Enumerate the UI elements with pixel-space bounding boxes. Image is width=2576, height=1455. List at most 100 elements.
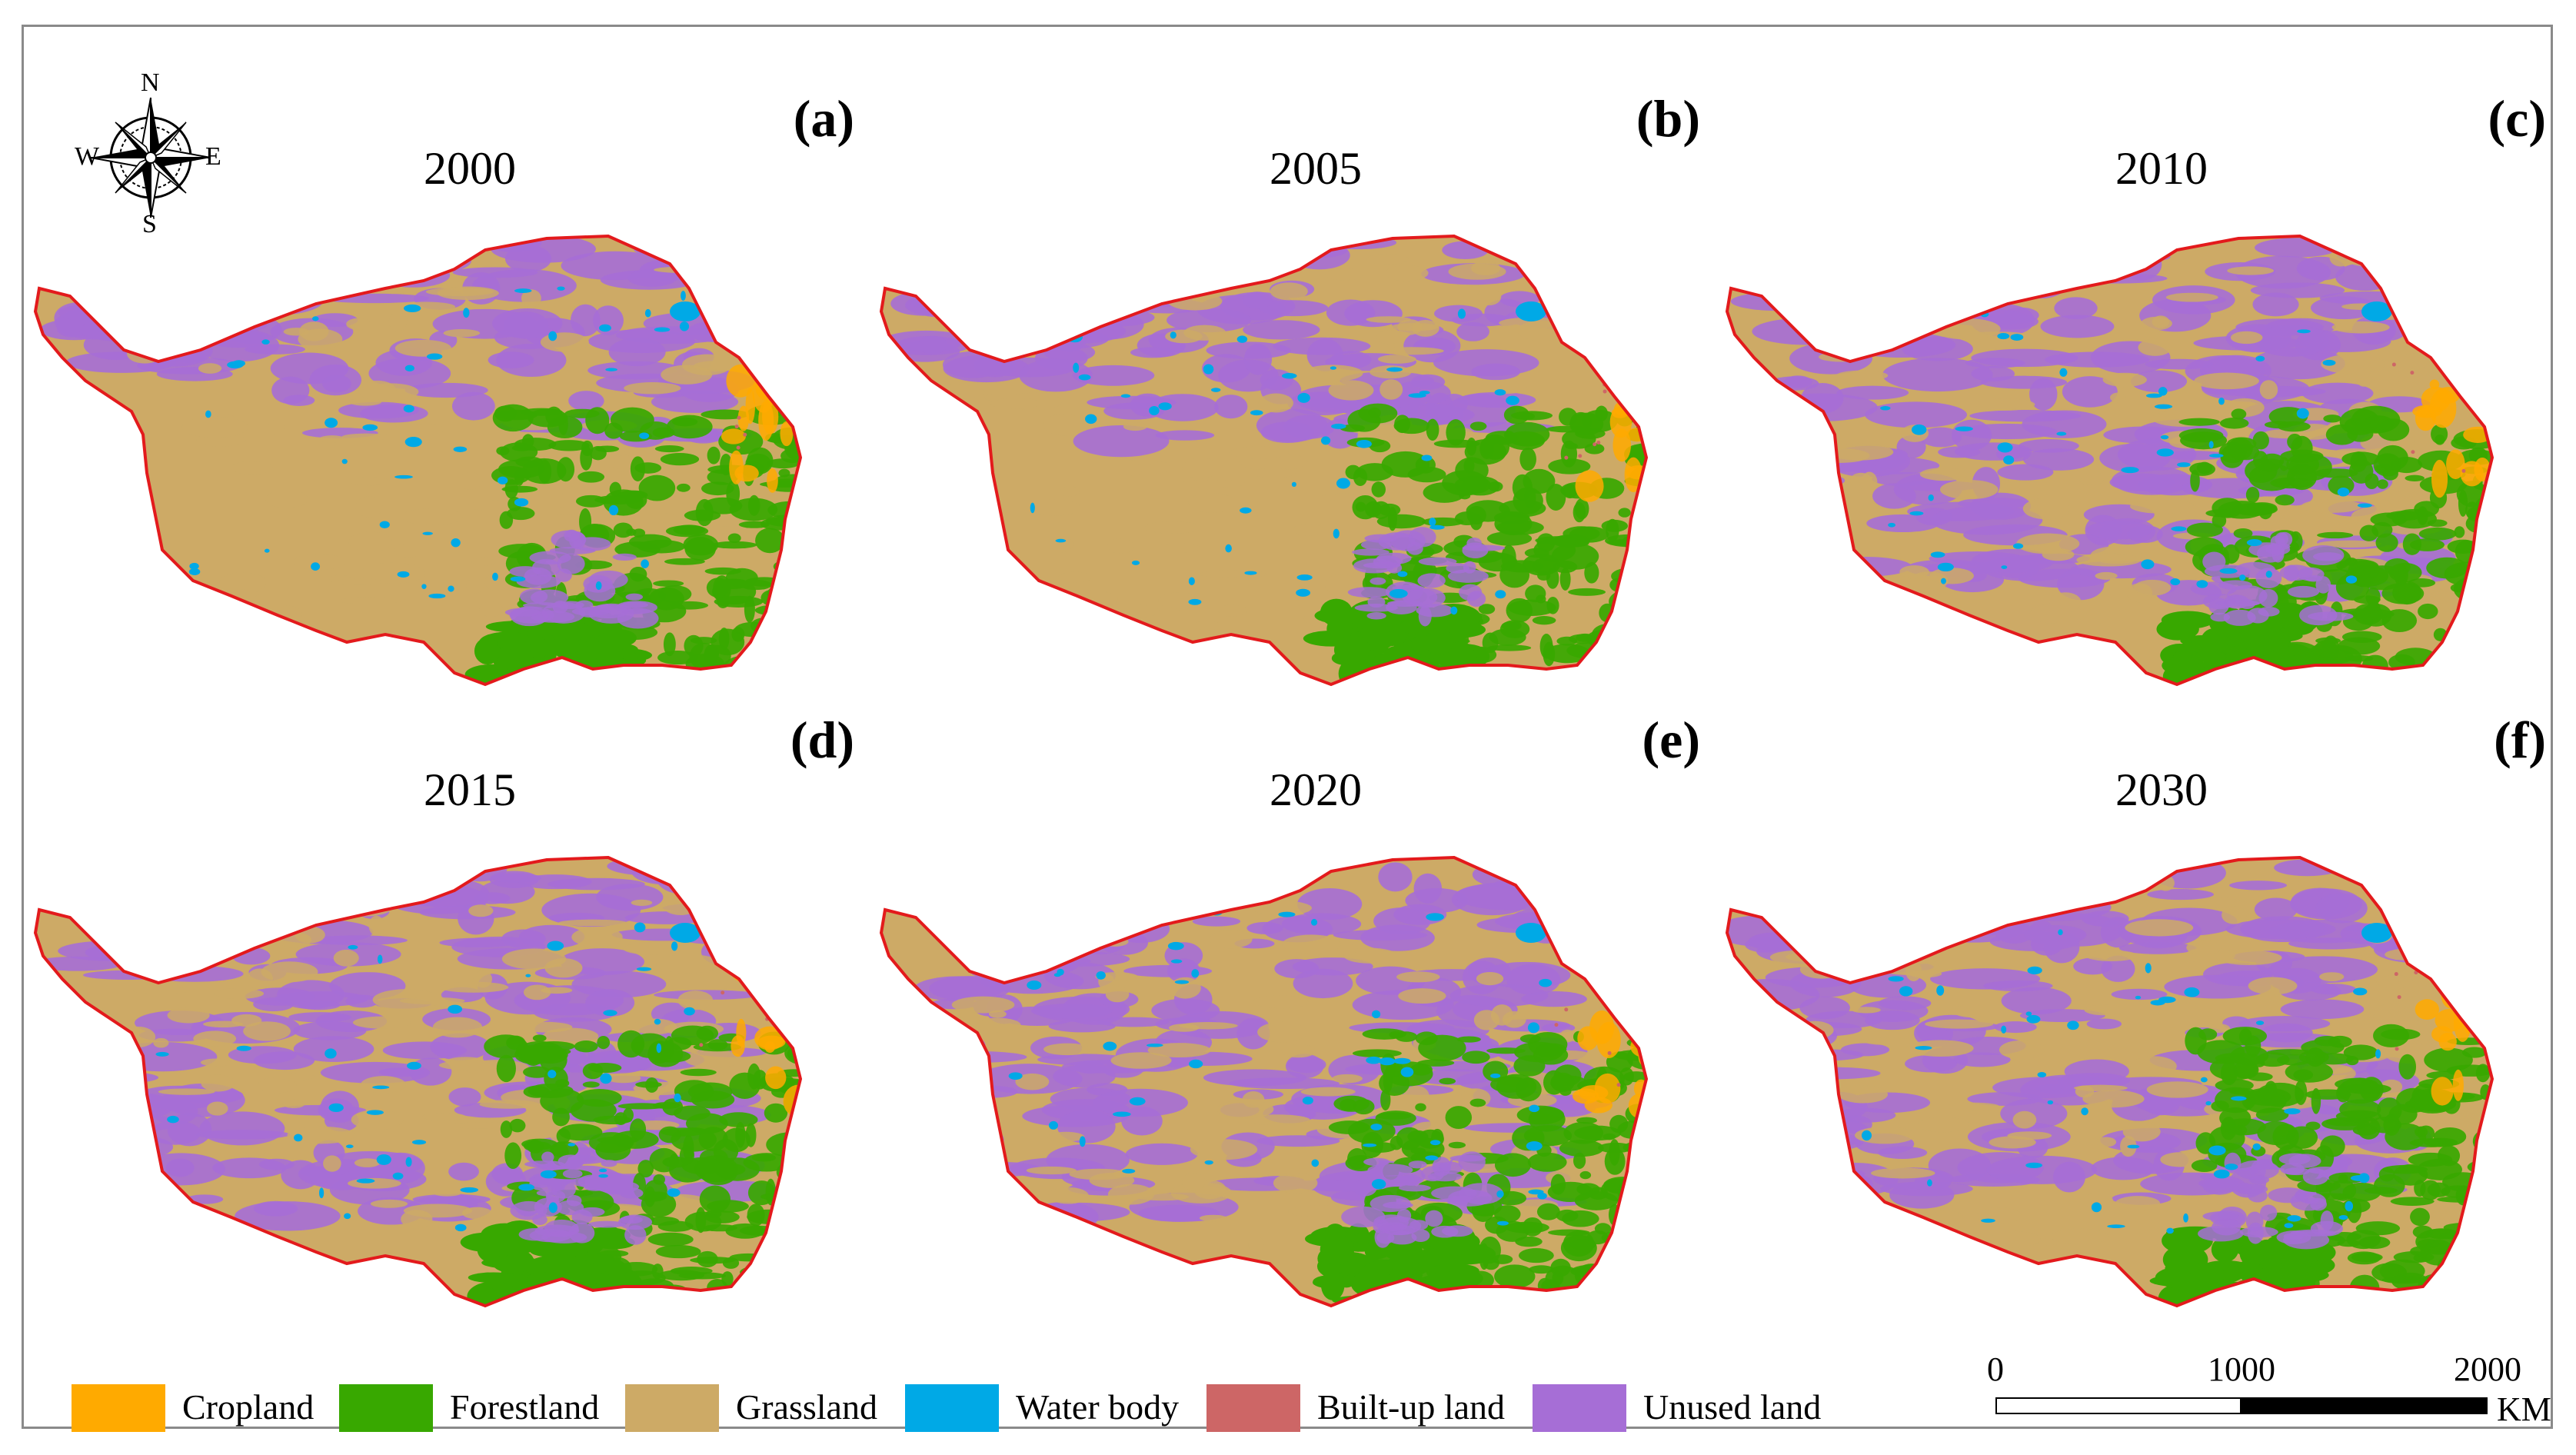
- water-body-patch: [2158, 996, 2176, 1004]
- forestland-patch: [1536, 1203, 1560, 1220]
- forestland-patch: [2191, 1159, 2218, 1173]
- forestland-patch: [671, 1025, 714, 1046]
- unused-land-patch: [946, 296, 1019, 322]
- water-body-patch: [674, 1093, 681, 1103]
- grassland-patch: [258, 274, 309, 282]
- forestland-patch: [2338, 1174, 2348, 1184]
- forestland-patch: [679, 1145, 694, 1165]
- built-up-patch: [699, 1043, 704, 1047]
- unused-land-patch: [624, 911, 709, 924]
- forestland-patch: [629, 567, 647, 582]
- water-body-patch: [1055, 538, 1067, 543]
- forestland-patch: [766, 1132, 800, 1157]
- grassland-patch: [92, 1214, 112, 1234]
- water-body-patch: [2177, 462, 2191, 468]
- built-up-patch: [2394, 972, 2398, 977]
- forestland-patch: [2426, 1070, 2462, 1080]
- unused-land-patch: [2118, 942, 2197, 954]
- forestland-patch: [2257, 1121, 2296, 1146]
- forestland-patch: [2233, 528, 2253, 539]
- forestland-patch: [1439, 1077, 1456, 1085]
- grassland-patch: [1806, 901, 1866, 917]
- water-body-patch: [1096, 971, 1106, 980]
- grassland-patch: [1398, 988, 1446, 1004]
- water-body-patch: [261, 339, 270, 345]
- forestland-patch: [1466, 506, 1486, 525]
- unused-land-patch: [1366, 611, 1386, 620]
- grassland-patch: [1789, 570, 1845, 581]
- water-body-patch: [1930, 551, 1945, 558]
- water-body-patch: [2337, 488, 2350, 497]
- unused-land-patch: [201, 298, 238, 329]
- forestland-patch: [2482, 1132, 2492, 1155]
- grassland-patch: [433, 1190, 462, 1197]
- unused-land-patch: [1047, 236, 1154, 257]
- grassland-patch: [2095, 571, 2118, 580]
- grassland-patch: [1270, 282, 1308, 301]
- unused-land-patch: [1043, 342, 1096, 362]
- water-body-patch: [294, 1134, 303, 1142]
- forestland-patch: [2192, 651, 2227, 663]
- forestland-patch: [1313, 1276, 1352, 1289]
- forestland-patch: [2245, 486, 2260, 503]
- water-body-patch: [1297, 392, 1310, 403]
- forestland-patch: [544, 1266, 589, 1277]
- unused-land-patch: [1795, 474, 1845, 488]
- forestland-patch: [637, 1191, 667, 1202]
- water-body-patch: [1495, 590, 1506, 599]
- unused-land-patch: [621, 601, 648, 608]
- land-use-layer: [1727, 236, 2492, 684]
- forestland-patch: [2219, 417, 2249, 429]
- forestland-patch: [2197, 1040, 2245, 1064]
- water-body-patch: [2091, 1202, 2102, 1213]
- unused-land-patch: [1411, 1229, 1430, 1243]
- water-body-patch: [1537, 1192, 1547, 1200]
- forestland-patch: [2439, 1258, 2484, 1281]
- forestland-patch: [2409, 538, 2445, 551]
- grassland-patch: [167, 1007, 210, 1024]
- forestland-patch: [1515, 1236, 1543, 1247]
- forestland-patch: [491, 466, 531, 485]
- forestland-patch: [1548, 1229, 1590, 1236]
- panel-year: 2010: [2115, 143, 2208, 194]
- forestland-patch: [646, 1216, 680, 1226]
- unused-land-patch: [1981, 265, 2085, 277]
- unused-land-patch: [73, 285, 103, 298]
- unused-land-patch: [935, 1121, 978, 1134]
- unused-land-patch: [952, 910, 985, 931]
- grassland-patch: [399, 997, 465, 1005]
- grassland-patch: [346, 318, 371, 331]
- water-body-patch: [2246, 538, 2262, 547]
- unused-land-patch: [1215, 869, 1276, 881]
- built-up-patch: [754, 964, 759, 969]
- grassland-patch: [973, 599, 989, 617]
- grassland-patch: [1001, 601, 1023, 621]
- forestland-patch: [657, 1270, 705, 1281]
- water-body-patch: [1526, 1141, 1543, 1151]
- water-body-patch: [1372, 1179, 1386, 1190]
- unused-land-patch: [2254, 325, 2330, 357]
- grassland-patch: [355, 496, 383, 518]
- unused-land-patch: [2258, 588, 2278, 608]
- water-body-patch: [2225, 1164, 2238, 1170]
- water-body-patch: [1278, 911, 1296, 917]
- water-body-patch: [453, 446, 468, 452]
- unused-land-patch: [1409, 1220, 1429, 1230]
- forestland-patch: [1422, 517, 1464, 527]
- unused-land-patch: [1097, 1017, 1170, 1027]
- unused-land-patch: [690, 273, 724, 290]
- forestland-patch: [718, 628, 730, 651]
- grassland-patch: [201, 325, 234, 335]
- forestland-patch: [1333, 635, 1370, 664]
- water-body-patch: [2171, 526, 2187, 531]
- forestland-patch: [1507, 599, 1556, 616]
- grassland-patch: [1388, 502, 1446, 514]
- forestland-patch: [2231, 408, 2247, 420]
- unused-land-patch: [2234, 561, 2276, 578]
- forestland-patch: [563, 626, 583, 642]
- unused-land-patch: [51, 1076, 127, 1101]
- forestland-patch: [1631, 651, 1646, 667]
- unused-land-patch: [1147, 394, 1219, 421]
- forestland-patch: [2405, 474, 2425, 481]
- grassland-patch: [1257, 1021, 1307, 1043]
